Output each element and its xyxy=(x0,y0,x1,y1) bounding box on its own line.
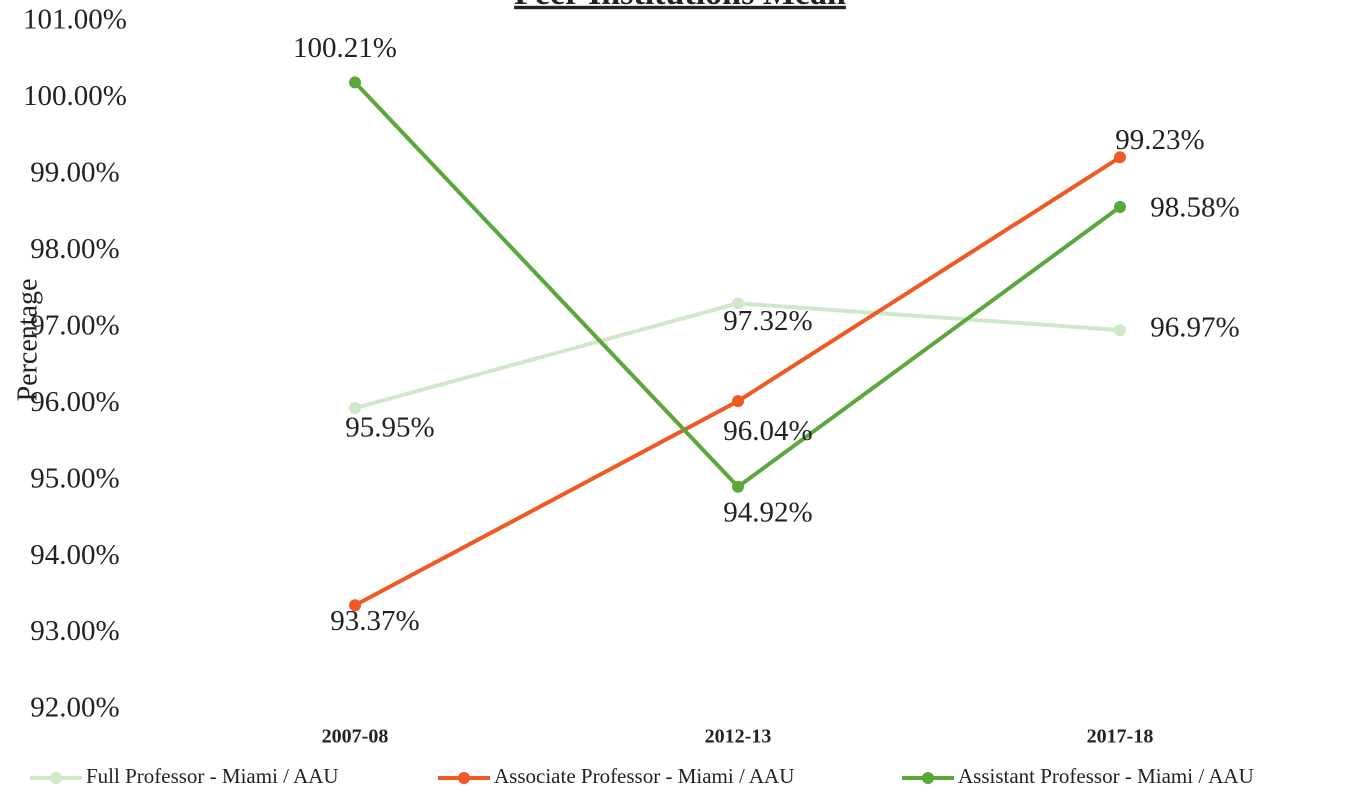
point xyxy=(732,480,744,493)
data-label: 95.95% xyxy=(345,412,434,444)
chart-title: Peer Institutions Mean xyxy=(514,0,846,12)
point xyxy=(1114,200,1126,213)
y-tick-label: 93.00% xyxy=(30,615,119,647)
point xyxy=(732,297,744,310)
x-tick-label: 2012-13 xyxy=(705,726,772,748)
point xyxy=(349,76,361,89)
data-label: 93.37% xyxy=(330,605,419,637)
point xyxy=(349,402,361,415)
y-tick-label: 99.00% xyxy=(30,157,119,189)
y-tick-label: 96.00% xyxy=(30,386,119,418)
y-tick-label: 94.00% xyxy=(30,539,119,571)
data-label: 99.23% xyxy=(1115,124,1204,156)
legend-label: Full Professor - Miami / AAU xyxy=(86,764,339,788)
x-tick-label: 2017-18 xyxy=(1087,726,1154,748)
data-label: 96.97% xyxy=(1150,312,1239,344)
series-line xyxy=(354,155,1122,608)
data-label: 100.21% xyxy=(293,32,397,64)
y-tick-label: 101.00% xyxy=(23,4,127,36)
x-tick-label: 2007-08 xyxy=(322,726,389,748)
y-axis-label: Percentage xyxy=(12,279,43,402)
legend-label: Associate Professor - Miami / AAU xyxy=(494,764,794,788)
point xyxy=(1114,324,1126,337)
data-label: 97.32% xyxy=(723,305,812,337)
data-label: 94.92% xyxy=(723,496,812,528)
data-label: 98.58% xyxy=(1150,192,1239,224)
legend-marker xyxy=(458,772,470,784)
y-tick-label: 97.00% xyxy=(30,309,119,341)
y-tick-label: 98.00% xyxy=(30,233,119,265)
point xyxy=(349,599,361,612)
y-tick-label: 92.00% xyxy=(30,692,119,724)
data-label: 96.04% xyxy=(723,415,812,447)
y-tick-label: 95.00% xyxy=(30,462,119,494)
legend-label: Assistant Professor - Miami / AAU xyxy=(958,764,1254,788)
point xyxy=(732,395,744,408)
legend-marker xyxy=(50,772,62,784)
point xyxy=(1114,151,1126,164)
legend-marker xyxy=(922,772,934,784)
y-tick-label: 100.00% xyxy=(23,80,127,112)
